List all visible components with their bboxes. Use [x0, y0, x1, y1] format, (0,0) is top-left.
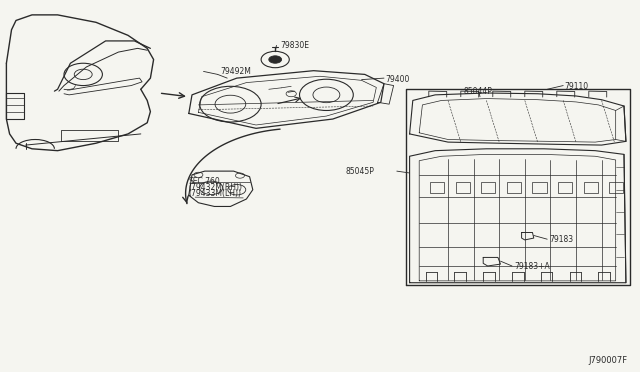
Text: 79183+A: 79183+A	[514, 262, 550, 271]
Text: 79183: 79183	[549, 235, 573, 244]
Text: 85045P: 85045P	[346, 167, 374, 176]
Bar	[430, 182, 444, 193]
Bar	[558, 182, 572, 193]
Text: (79433M(LH)): (79433M(LH))	[189, 189, 242, 198]
Text: 79110: 79110	[564, 82, 589, 91]
Bar	[532, 182, 547, 193]
Text: 85044P: 85044P	[464, 87, 493, 96]
Text: 79400: 79400	[385, 75, 410, 84]
Text: 79830E: 79830E	[280, 41, 309, 50]
Text: (79432M(RH)): (79432M(RH))	[189, 183, 243, 192]
Text: J790007F: J790007F	[588, 356, 627, 365]
Text: 79492M: 79492M	[221, 67, 252, 76]
Bar	[481, 182, 495, 193]
Bar	[456, 182, 470, 193]
Circle shape	[269, 56, 282, 63]
Bar	[584, 182, 598, 193]
Text: SEC.760: SEC.760	[189, 177, 221, 186]
Bar	[609, 182, 623, 193]
Bar	[507, 182, 521, 193]
